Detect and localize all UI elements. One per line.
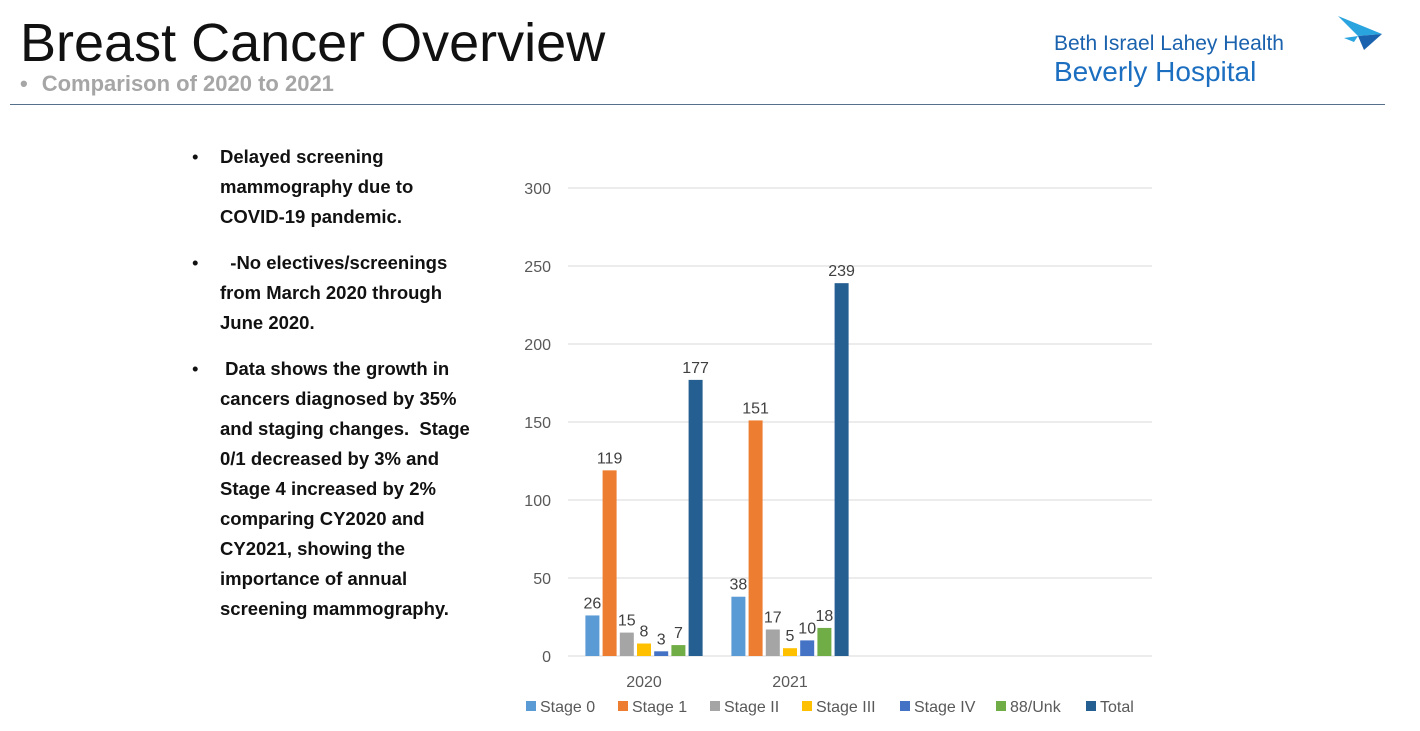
bar-stage-ii: [765, 629, 780, 656]
bar-stage-1: [748, 420, 763, 656]
bird-wing-icon: [1338, 16, 1382, 50]
data-label: 119: [597, 450, 623, 467]
data-label: 7: [674, 625, 683, 642]
bullet-item: • Delayed screening mammography due to CO…: [190, 142, 480, 232]
bar-stage-ii: [619, 632, 634, 656]
y-tick-label: 100: [524, 493, 551, 510]
bar-stage-0: [585, 615, 600, 656]
data-label: 38: [730, 577, 748, 594]
legend-label: Stage II: [724, 699, 779, 716]
bar-stage-iii: [783, 648, 797, 656]
x-tick-label: 2021: [772, 674, 808, 691]
data-label: 26: [584, 595, 602, 612]
y-tick-label: 300: [524, 181, 551, 198]
legend-label: Stage IV: [914, 699, 976, 716]
bullet-text: Data shows the growth in cancers diagnos…: [220, 358, 475, 619]
subtitle-text: Comparison of 2020 to 2021: [41, 71, 334, 96]
bar-stage-iii: [637, 643, 651, 656]
bullet-item: • -No electives/screenings from March 20…: [190, 248, 480, 338]
legend-swatch: [618, 701, 628, 711]
bar-stage-0: [731, 596, 746, 656]
data-label: 177: [682, 360, 709, 377]
y-tick-label: 200: [524, 337, 551, 354]
legend-swatch: [526, 701, 536, 711]
bullet-text: -No electives/screenings from March 2020…: [220, 252, 453, 333]
legend-swatch: [710, 701, 720, 711]
legend-label: Stage 0: [540, 699, 595, 716]
bar-stage-1: [602, 470, 617, 656]
data-label: 15: [618, 613, 636, 630]
header-divider: [10, 104, 1385, 105]
bar-total: [688, 379, 703, 656]
bar-88-unk: [817, 627, 832, 656]
legend-swatch: [900, 701, 910, 711]
bullet-marker: •: [192, 146, 199, 167]
bar-stage-iv: [654, 651, 669, 656]
bullet-list: • Delayed screening mammography due to CO…: [190, 142, 480, 640]
logo-hospital-name: Beverly Hospital: [1054, 56, 1257, 87]
y-tick-label: 250: [524, 259, 551, 276]
page-subtitle: • Comparison of 2020 to 2021: [20, 68, 334, 100]
legend-label: Total: [1100, 699, 1134, 716]
data-label: 8: [640, 624, 649, 641]
y-tick-label: 50: [533, 571, 551, 588]
x-tick-label: 2020: [626, 674, 662, 691]
bar-88-unk: [671, 645, 686, 656]
legend-label: Stage 1: [632, 699, 687, 716]
data-label: 151: [742, 400, 769, 417]
data-label: 10: [798, 620, 816, 637]
subtitle-bullet: •: [20, 71, 28, 96]
page-title: Breast Cancer Overview: [20, 13, 606, 73]
data-label: 5: [786, 628, 795, 645]
bullet-marker: •: [192, 358, 199, 379]
y-tick-label: 150: [524, 415, 551, 432]
bullet-item: • Data shows the growth in cancers diagn…: [190, 354, 480, 624]
bullet-marker: •: [192, 252, 199, 273]
data-label: 239: [828, 263, 855, 280]
legend-swatch: [802, 701, 812, 711]
legend-swatch: [996, 701, 1006, 711]
data-label: 17: [764, 609, 782, 626]
y-tick-label: 0: [542, 649, 551, 666]
bar-total: [834, 283, 849, 656]
logo-health-system-name: Beth Israel Lahey Health: [1054, 32, 1284, 55]
legend-swatch: [1086, 701, 1096, 711]
stage-bar-chart: 0 50 100 150 200 250 300 26 119 158 3 7 177 2020 38 151…: [524, 181, 1152, 716]
data-label: 18: [816, 608, 834, 625]
data-label: 3: [657, 631, 666, 648]
legend-label: Stage III: [816, 699, 876, 716]
legend-label: 88/Unk: [1010, 699, 1062, 716]
bar-stage-iv: [800, 640, 815, 656]
bullet-text: Delayed screening mammography due to COV…: [220, 146, 419, 227]
